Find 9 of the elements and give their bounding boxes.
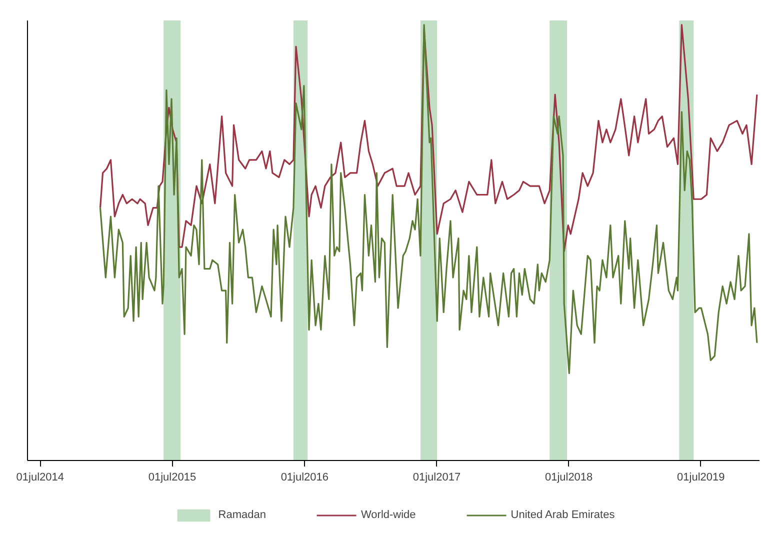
x-tick-label: 01jul2017 <box>412 472 461 484</box>
x-tick-label: 01jul2019 <box>677 472 725 484</box>
legend-label: United Arab Emirates <box>510 509 615 521</box>
x-tick-label: 01jul2014 <box>16 472 64 484</box>
legend-label: World-wide <box>360 509 416 521</box>
x-tick-label: 01jul2018 <box>544 472 593 484</box>
x-tick-label: 01jul2015 <box>148 472 196 484</box>
legend-label: Ramadan <box>218 509 266 521</box>
x-tick-label: 01jul2016 <box>280 472 329 484</box>
